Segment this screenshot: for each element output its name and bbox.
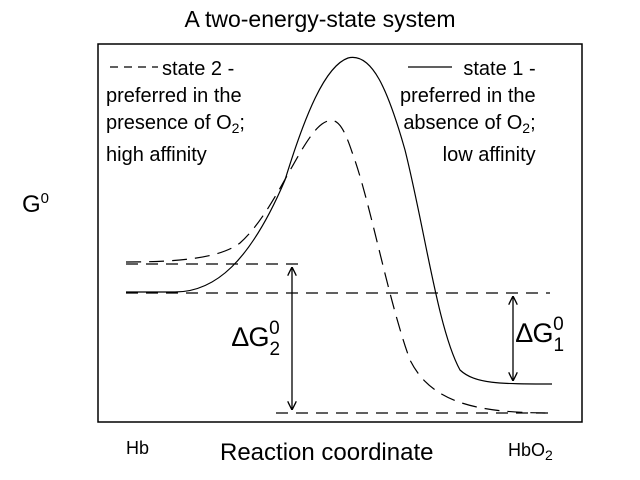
delta-g2-label: ∆G20 (232, 318, 291, 360)
delta-g1-subscript: 1 (553, 335, 565, 356)
x-axis-right-text: HbO (508, 440, 546, 460)
plot-frame (97, 43, 583, 423)
delta-g1-symbol: ∆G (516, 318, 554, 348)
state2-o2-tail: ; (239, 112, 245, 134)
delta-g1-label: ∆G10 (516, 314, 575, 356)
state2-legend-line2: preferred in the (106, 85, 242, 107)
state1-legend-line3: absence of O2; (400, 110, 536, 142)
state2-legend: state 2 - preferred in the presence of O… (106, 56, 245, 169)
y-axis-superscript: 0 (40, 190, 50, 207)
delta-g2-superscript: 0 (269, 318, 280, 339)
diagram-title: A two-energy-state system (184, 6, 456, 32)
state2-legend-line4: high affinity (106, 144, 207, 166)
state1-legend-line2: preferred in the (400, 85, 536, 107)
state2-legend-title: state 2 - (162, 58, 235, 80)
x-axis-right-label: HbO2 (508, 440, 553, 463)
delta-g1-superscript: 0 (553, 314, 564, 335)
x-axis-title: Reaction coordinate (220, 439, 434, 466)
state1-o2-tail: ; (530, 112, 536, 134)
state2-o2-subscript: 2 (231, 120, 240, 136)
y-axis-label: G0 (22, 190, 49, 219)
state1-legend-title: state 1 - (463, 58, 536, 80)
x-axis-right-subscript: 2 (545, 447, 553, 463)
state1-legend-line4: low affinity (442, 144, 536, 166)
state1-legend: state 1 - preferred in the absence of O2… (400, 56, 536, 169)
state1-o2-text: absence of O (403, 112, 523, 134)
delta-g2-symbol: ∆G (232, 322, 270, 352)
state1-o2-subscript: 2 (522, 120, 531, 136)
state1-curve (126, 56, 553, 385)
state2-o2-text: presence of O (106, 112, 232, 134)
delta-g2-subscript: 2 (269, 339, 281, 360)
y-axis-symbol: G (22, 191, 41, 218)
state2-legend-line3: presence of O2; (106, 110, 245, 142)
x-axis-left-label: Hb (126, 438, 150, 458)
